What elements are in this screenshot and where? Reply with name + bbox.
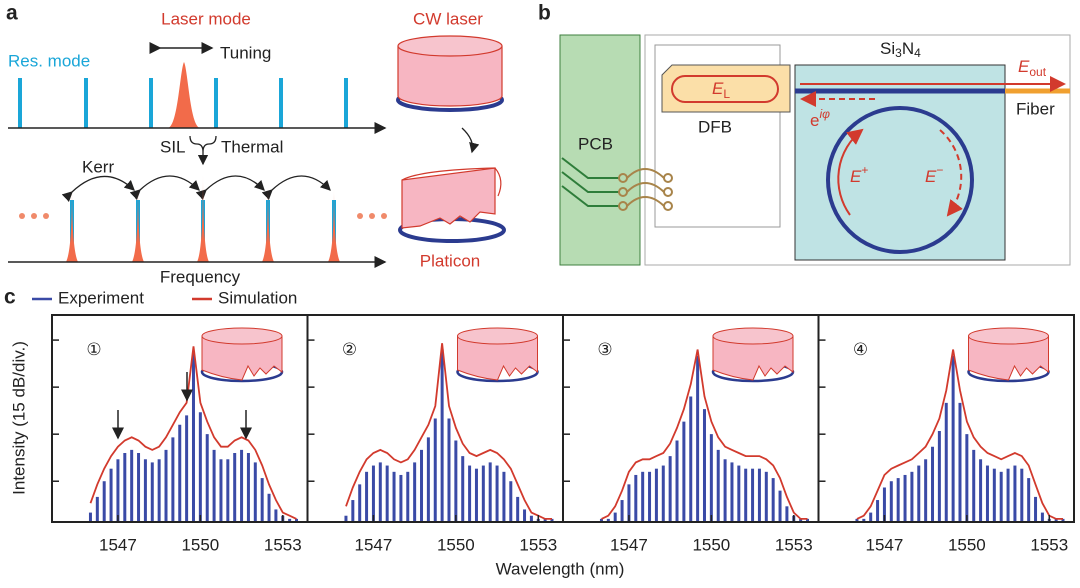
ring-top bbox=[712, 327, 794, 345]
phase-base: e bbox=[810, 111, 819, 130]
e-out-label: Eout bbox=[1018, 57, 1047, 79]
y-axis-label: Intensity (15 dB/div.) bbox=[9, 341, 28, 495]
simulation-line bbox=[89, 346, 297, 520]
ring-wall bbox=[712, 335, 794, 381]
e-plus-sup: + bbox=[861, 163, 868, 177]
x-tick-label: 1550 bbox=[181, 535, 219, 554]
laser-peak bbox=[168, 62, 200, 128]
inset-ring bbox=[967, 327, 1050, 383]
panel-number: ④ bbox=[853, 340, 868, 360]
dfb-label: DFB bbox=[698, 117, 732, 136]
chip bbox=[794, 64, 1006, 261]
tuning-label: Tuning bbox=[220, 43, 271, 62]
x-tick-label: 1547 bbox=[99, 535, 137, 554]
inset-ring bbox=[456, 327, 539, 383]
dfb-loop bbox=[671, 75, 779, 103]
panel-number: ③ bbox=[597, 340, 612, 360]
frequency-label: Frequency bbox=[160, 267, 241, 286]
traces bbox=[561, 157, 620, 207]
sil-label: SIL bbox=[160, 137, 186, 156]
x-tick-label: 1553 bbox=[519, 535, 557, 554]
pcb bbox=[559, 34, 641, 266]
platicon-ring bbox=[398, 167, 506, 243]
platicon-label: Platicon bbox=[420, 251, 480, 270]
ring-top bbox=[457, 327, 538, 345]
e-plus-symbol: E bbox=[850, 167, 862, 186]
panel-label: c bbox=[4, 286, 16, 309]
panel-number: ② bbox=[342, 340, 357, 360]
x-tick-label: 1550 bbox=[437, 535, 475, 554]
inset-ring bbox=[711, 327, 795, 383]
simulation-line bbox=[856, 349, 1063, 520]
chip-n: N bbox=[902, 39, 914, 58]
e-minus-label: E− bbox=[925, 163, 943, 186]
x-tick-label: 1553 bbox=[1030, 535, 1068, 554]
x-tick-label: 1547 bbox=[866, 535, 904, 554]
simulation-line bbox=[345, 343, 552, 520]
panel-number: ① bbox=[86, 340, 101, 360]
x-tick-label: 1553 bbox=[775, 535, 813, 554]
x-tick-label: 1553 bbox=[264, 535, 302, 554]
x-tick-label: 1550 bbox=[948, 535, 986, 554]
ring-wall bbox=[201, 335, 283, 381]
dfb-mount bbox=[654, 44, 781, 228]
phase-label: eiφ bbox=[810, 107, 830, 130]
thermal-label: Thermal bbox=[221, 137, 283, 156]
simulation-line bbox=[601, 349, 808, 520]
resonance-lines bbox=[18, 78, 348, 128]
laser-mode-label: Laser mode bbox=[161, 9, 251, 28]
x-tick-label: 1547 bbox=[355, 535, 393, 554]
panel-label: a bbox=[6, 2, 18, 25]
kerr-arrows bbox=[61, 175, 331, 203]
chip-si: Si bbox=[880, 39, 895, 58]
brace bbox=[189, 135, 217, 153]
ring-top bbox=[968, 327, 1049, 345]
legend-label: Simulation bbox=[218, 288, 297, 307]
kerr-label: Kerr bbox=[82, 157, 114, 176]
ring bbox=[826, 106, 974, 254]
ring-top bbox=[201, 327, 283, 345]
ring-wall bbox=[968, 335, 1049, 381]
ccw-arrow bbox=[837, 128, 864, 216]
ring-wall bbox=[457, 335, 538, 381]
fiber-label: Fiber bbox=[1016, 99, 1055, 118]
panel-label: b bbox=[538, 2, 551, 25]
package bbox=[644, 34, 1071, 266]
inset-ring bbox=[200, 327, 284, 383]
chip-sub: 4 bbox=[914, 46, 921, 60]
e-minus-sup: − bbox=[936, 163, 943, 177]
pcb-label: PCB bbox=[578, 134, 613, 153]
bond-wires bbox=[618, 168, 673, 211]
e-minus-symbol: E bbox=[925, 167, 937, 186]
legend-label: Experiment bbox=[58, 288, 144, 307]
x-tick-label: 1547 bbox=[610, 535, 648, 554]
res-mode-label: Res. mode bbox=[8, 51, 90, 70]
cw-laser-label: CW laser bbox=[413, 9, 483, 28]
e-l-label: EL bbox=[712, 79, 730, 101]
arrow bbox=[461, 127, 480, 154]
e-out-symbol: E bbox=[1018, 57, 1030, 76]
cw-arrow bbox=[939, 129, 963, 217]
chip-label: Si3N4 bbox=[880, 39, 921, 60]
chip-sub: 3 bbox=[895, 46, 902, 60]
phase-sup: iφ bbox=[819, 107, 830, 121]
comb bbox=[19, 175, 387, 262]
e-out-sub: out bbox=[1029, 65, 1046, 79]
cw-ring bbox=[396, 35, 504, 112]
x-tick-label: 1550 bbox=[692, 535, 730, 554]
x-axis-label: Wavelength (nm) bbox=[496, 559, 625, 578]
plot-frame bbox=[817, 314, 1075, 523]
e-plus-label: E+ bbox=[850, 163, 868, 186]
e-l-symbol: E bbox=[712, 79, 724, 98]
e-l-sub: L bbox=[723, 87, 730, 101]
